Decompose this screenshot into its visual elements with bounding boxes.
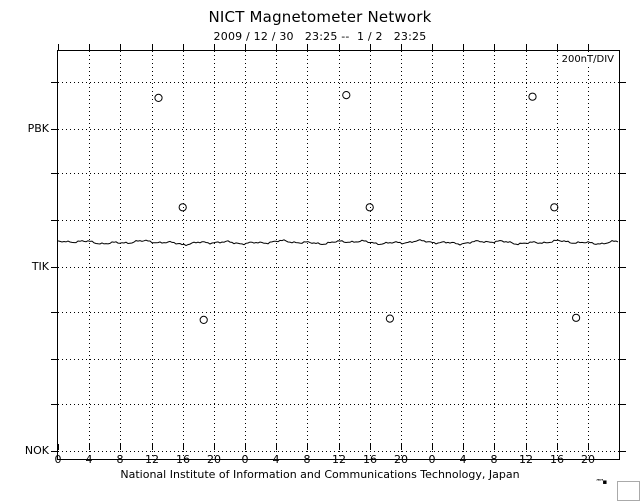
x-axis-tick-label: 4: [85, 453, 93, 466]
y-axis-tick: [51, 451, 57, 452]
y-axis-tick-right: [620, 82, 626, 83]
corner-artifact-mark: ”’”▪: [596, 478, 607, 486]
station-label-nok: NOK: [24, 444, 49, 457]
x-axis-tick-top: [245, 44, 246, 50]
y-axis-tick-right: [620, 404, 626, 405]
grid-svg: [58, 51, 619, 459]
y-axis-tick-right: [620, 267, 626, 268]
x-axis-tick-label: 16: [363, 453, 377, 466]
x-axis-tick: [526, 444, 527, 450]
x-axis-tick-top: [214, 44, 215, 50]
x-axis-tick: [58, 444, 59, 450]
y-axis-tick: [51, 82, 57, 83]
x-axis-tick: [557, 444, 558, 450]
x-axis-tick: [494, 444, 495, 450]
x-axis-tick-label: 4: [272, 453, 280, 466]
y-axis-tick-right: [620, 359, 626, 360]
x-axis-tick-top: [432, 44, 433, 50]
y-axis-tick-right: [620, 129, 626, 130]
y-axis-tick-right: [620, 312, 626, 313]
x-axis-tick-label: 0: [428, 453, 436, 466]
x-axis-tick-label: 4: [459, 453, 467, 466]
x-axis-tick: [307, 444, 308, 450]
x-axis-tick-top: [89, 44, 90, 50]
x-axis-tick-label: 8: [116, 453, 124, 466]
x-axis-tick-label: 8: [490, 453, 498, 466]
x-axis-tick: [183, 444, 184, 450]
unit-per-division-label: 200nT/DIV: [560, 54, 615, 65]
x-axis-tick-label: 0: [241, 453, 249, 466]
x-axis-tick-label: 16: [550, 453, 564, 466]
x-axis-tick: [370, 444, 371, 450]
x-axis-tick-top: [463, 44, 464, 50]
x-axis-tick-top: [58, 44, 59, 50]
x-axis-tick-label: 0: [54, 453, 62, 466]
x-axis-tick-top: [152, 44, 153, 50]
x-axis-tick-top: [276, 44, 277, 50]
y-axis-tick: [51, 312, 57, 313]
y-axis-tick: [51, 129, 57, 130]
x-axis-tick-top: [370, 44, 371, 50]
x-axis-tick-top: [588, 44, 589, 50]
x-axis-tick-label: 12: [519, 453, 533, 466]
x-axis-tick-label: 12: [332, 453, 346, 466]
y-axis-tick: [51, 220, 57, 221]
x-axis-tick-label: 8: [303, 453, 311, 466]
x-axis-tick: [401, 444, 402, 450]
x-axis-tick-label: 20: [394, 453, 408, 466]
y-axis-tick: [51, 173, 57, 174]
x-axis-tick: [588, 444, 589, 450]
corner-box-artifact: [617, 481, 640, 501]
y-axis-tick: [51, 267, 57, 268]
x-axis-tick-top: [120, 44, 121, 50]
grid-layer: [58, 51, 619, 459]
y-axis-tick-right: [620, 220, 626, 221]
data-svg: [58, 91, 619, 324]
plot-area: 200nT/DIV: [57, 50, 620, 460]
x-axis-tick-label: 20: [207, 453, 221, 466]
x-axis-tick-top: [494, 44, 495, 50]
x-axis-tick: [214, 444, 215, 450]
y-axis-tick-right: [620, 173, 626, 174]
x-axis-tick-top: [307, 44, 308, 50]
x-axis-tick: [432, 444, 433, 450]
x-axis-tick: [463, 444, 464, 450]
x-axis-tick-top: [339, 44, 340, 50]
x-axis-tick-top: [557, 44, 558, 50]
x-axis-tick-top: [183, 44, 184, 50]
x-axis-tick-top: [401, 44, 402, 50]
station-label-tik: TIK: [31, 260, 49, 273]
x-axis-tick-label: 20: [581, 453, 595, 466]
y-axis-tick: [51, 404, 57, 405]
x-axis-tick: [152, 444, 153, 450]
y-axis-tick-right: [620, 451, 626, 452]
station-label-pbk: PBK: [27, 122, 49, 135]
x-axis-tick: [276, 444, 277, 450]
x-axis-tick-label: 16: [176, 453, 190, 466]
x-axis-tick: [120, 444, 121, 450]
x-axis-tick: [339, 444, 340, 450]
x-axis-tick-label: 12: [145, 453, 159, 466]
x-axis-tick: [89, 444, 90, 450]
footer-attribution: National Institute of Information and Co…: [120, 468, 520, 481]
y-axis-tick: [51, 359, 57, 360]
page-title: NICT Magnetometer Network: [208, 8, 432, 26]
x-axis-tick-top: [526, 44, 527, 50]
x-axis-tick: [245, 444, 246, 450]
chart-time-range-subtitle: 2009 / 12 / 30 23:25 -- 1 / 2 23:25: [213, 30, 427, 43]
